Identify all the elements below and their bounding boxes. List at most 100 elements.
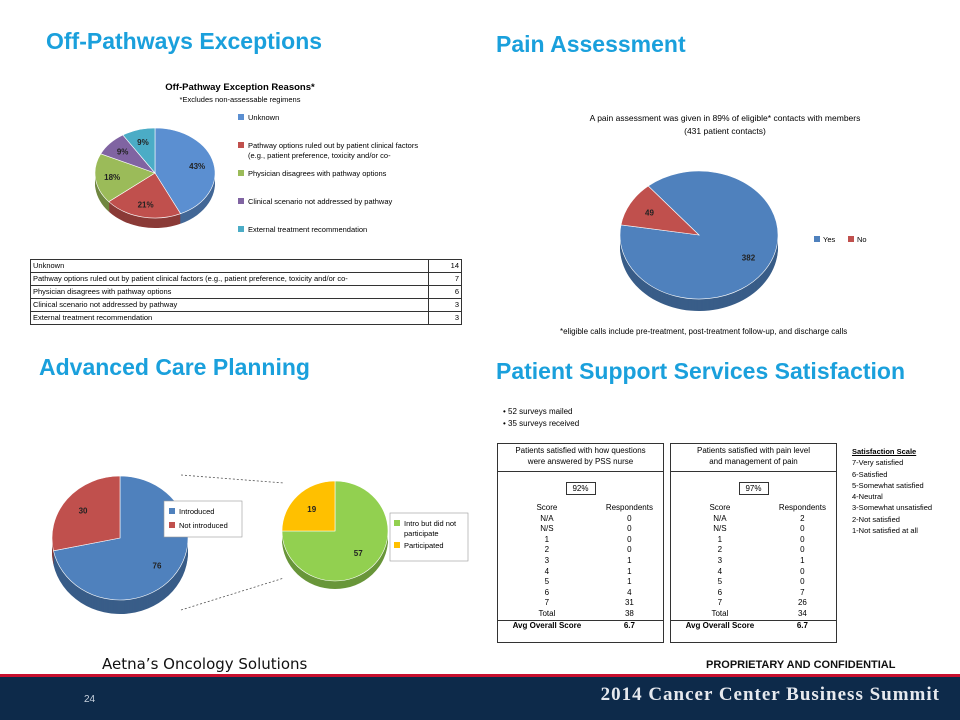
- table-cell: N/S: [540, 524, 554, 534]
- table-cell: 4: [544, 566, 550, 576]
- pie-slice: [620, 185, 700, 236]
- row-value: 7: [428, 272, 462, 286]
- scale-item: 3-Somewhat unsatisfied: [852, 503, 933, 513]
- pie-slice: [154, 127, 216, 215]
- table-cell: 0: [800, 524, 805, 534]
- bullet-item: • 35 surveys received: [503, 419, 580, 428]
- pie-slice: [108, 172, 182, 219]
- exceptions-table: Unknown 14 Pathway options ruled out by pa…: [30, 259, 462, 325]
- legend-label: participate: [404, 529, 439, 538]
- pie-slice: [53, 475, 189, 601]
- slice-label: 9%: [117, 148, 129, 157]
- table-cell: N/A: [713, 513, 727, 523]
- table-row: 7 26: [671, 598, 836, 609]
- slice-label: 43%: [189, 162, 205, 171]
- pie-slice: [51, 475, 121, 552]
- column-header: Score: [536, 503, 558, 512]
- table-cell: Total: [538, 608, 556, 618]
- table-header-row: Score Respondents: [671, 503, 836, 514]
- table-cell: N/A: [540, 513, 554, 523]
- scale-item: 7-Very satisfied: [852, 458, 904, 468]
- row-value: 14: [428, 259, 462, 273]
- legend-swatch: [169, 522, 175, 528]
- table-cell: 3: [544, 555, 550, 565]
- table-cell: 4: [717, 566, 723, 576]
- scale-title: Satisfaction Scale: [852, 447, 917, 456]
- confidential-label: PROPRIETARY AND CONFIDENTIAL: [706, 659, 896, 671]
- table-cell: 6: [717, 587, 723, 597]
- legend-swatch: [814, 236, 820, 242]
- table-cell: 0: [627, 524, 632, 534]
- pss-bullets: • 52 surveys mailed • 35 surveys receive…: [503, 406, 579, 430]
- table-cell: 0: [800, 534, 805, 544]
- legend-label: Intro but did not: [404, 519, 457, 528]
- legend-box: [163, 500, 243, 538]
- row-label: Pathway options ruled out by patient cli…: [30, 272, 429, 286]
- avg-score-row: Avg Overall Score 6.7: [498, 619, 663, 632]
- table-row: Total 38: [498, 609, 663, 620]
- table-cell: 0: [627, 534, 632, 544]
- legend-swatch: [394, 520, 400, 526]
- table-cell: 7: [800, 587, 805, 597]
- table-header: Patients satisfied with how questions we…: [498, 444, 663, 472]
- legend-swatch: [238, 198, 244, 204]
- pie-slice: [94, 153, 156, 203]
- table-row: Total 34: [671, 609, 836, 620]
- slice-label: 9%: [137, 138, 149, 147]
- chart-footnote: *eligible calls include pre-treatment, p…: [560, 327, 847, 336]
- satisfaction-scale: Satisfaction Scale 7-Very satisfied 6-Sat…: [852, 446, 932, 536]
- legend-label: Not introduced: [179, 521, 228, 530]
- legend-label: External treatment recommendation: [248, 225, 367, 234]
- legend-swatch: [394, 542, 400, 548]
- row-label: Physician disagrees with pathway options: [30, 285, 429, 299]
- table-cell: 3: [717, 555, 723, 565]
- legend-label: Unknown: [248, 113, 279, 122]
- advanced-care-chart: 76 30 57 19 Introduced Not introduced Intro…: [51, 474, 469, 614]
- table-cell: 0: [800, 545, 805, 555]
- legend-swatch: [238, 142, 244, 148]
- table-row: Pathway options ruled out by patient cli…: [30, 272, 462, 286]
- off-pathway-chart: Off-Pathway Exception Reasons* *Excludes…: [94, 82, 418, 234]
- slice-label: 57: [354, 549, 363, 558]
- table-row: N/S 0: [498, 524, 663, 535]
- slice-label: 19: [307, 505, 316, 514]
- table-row: N/A 0: [498, 514, 663, 525]
- table-cell: Avg Overall Score: [498, 619, 596, 632]
- table-cell: 0: [627, 545, 632, 555]
- table-cell: 4: [627, 587, 632, 597]
- legend-swatch: [169, 508, 175, 514]
- table-row: N/A 2: [671, 514, 836, 525]
- table-cell: 5: [544, 577, 550, 587]
- chart-subtitle: *Excludes non-assessable regimens: [180, 95, 301, 104]
- event-title: 2014 Cancer Center Business Summit: [600, 684, 940, 705]
- chart-subtitle: (431 patient contacts): [684, 126, 766, 136]
- avg-score-row: Avg Overall Score 6.7: [671, 619, 836, 632]
- row-value: 3: [428, 298, 462, 312]
- table-cell: 7: [544, 598, 550, 608]
- pain-assessment-title: Pain Assessment: [496, 31, 686, 57]
- legend-label: Introduced: [179, 507, 214, 516]
- scale-item: 2-Not satisfied: [852, 514, 900, 524]
- connector-line-bottom: [180, 577, 285, 611]
- table-row: 7 31: [498, 598, 663, 609]
- satisfaction-percent: 92%: [565, 482, 596, 495]
- legend-label: Physician disagrees with pathway options: [248, 169, 387, 178]
- table-cell: 1: [717, 534, 723, 544]
- table-row: Clinical scenario not addressed by pathw…: [30, 298, 462, 312]
- scale-item: 1-Not satisfied at all: [852, 526, 918, 536]
- table-cell: 2: [800, 513, 805, 523]
- slice-label: 21%: [138, 201, 154, 210]
- table-header-row: Score Respondents: [498, 503, 663, 514]
- table-cell: Avg Overall Score: [671, 619, 769, 632]
- off-pathways-title: Off-Pathways Exceptions: [46, 28, 323, 54]
- footer-bar: [0, 677, 960, 720]
- slice-label: 76: [153, 561, 162, 570]
- legend-swatch: [238, 170, 244, 176]
- legend-swatch: [238, 114, 244, 120]
- table-header: Patients satisfied with pain level and m…: [671, 444, 836, 472]
